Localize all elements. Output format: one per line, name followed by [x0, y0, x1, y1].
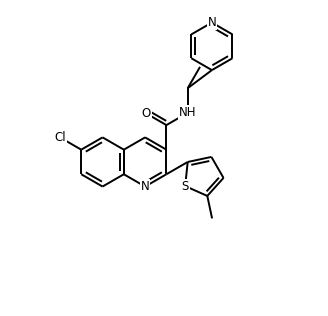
- Text: NH: NH: [179, 106, 196, 119]
- Text: N: N: [208, 16, 216, 29]
- Text: Cl: Cl: [54, 131, 66, 144]
- Text: S: S: [181, 179, 189, 192]
- Text: O: O: [142, 107, 151, 120]
- Text: N: N: [141, 180, 150, 193]
